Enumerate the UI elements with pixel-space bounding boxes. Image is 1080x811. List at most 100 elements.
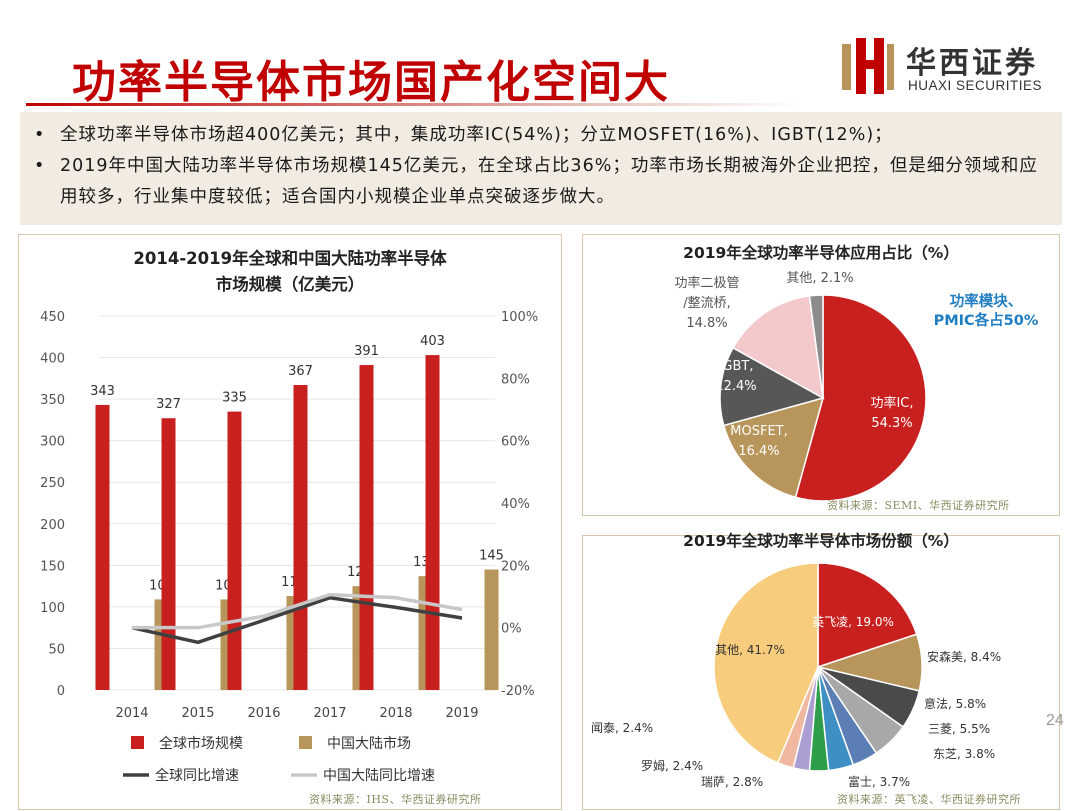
pie-slice-label: 罗姆, 2.4%	[641, 759, 703, 773]
line-全球同比增速	[131, 595, 463, 645]
y-tick-label: 50	[48, 642, 65, 657]
legend-label: 全球同比增速	[155, 767, 239, 784]
huaxi-logo-icon	[842, 38, 894, 94]
pie-slice-label: 16.4%	[738, 444, 779, 459]
bar-全球市场规模	[425, 355, 440, 690]
pie-slice-label: 功率IC,	[870, 395, 913, 411]
market-size-panel: 2014-2019年全球和中国大陆功率半导体 市场规模（亿美元） 0 50 100 1…	[18, 234, 562, 810]
y-tick-label: 450	[40, 310, 65, 325]
y-tick-label: 300	[40, 435, 65, 450]
y-tick-label: 150	[40, 559, 65, 574]
title-underline	[26, 103, 806, 106]
pie-slice-功率IC	[794, 294, 927, 502]
y2-tick-label: 80%	[501, 372, 530, 387]
legend-label: 中国大陆市场	[327, 735, 411, 752]
vendor-share-source: 资料来源：英飞凌、华西证券研究所	[837, 793, 1021, 806]
y-tick-label: 400	[40, 352, 65, 367]
pie-slice-label: 12.4%	[715, 379, 756, 394]
vendor-share-title: 2019年全球功率半导体市场份额（%）	[683, 532, 959, 550]
pie-slice-label: 其他, 2.1%	[786, 271, 853, 286]
pie-slice-label: 安森美, 8.4%	[927, 649, 1001, 664]
y-tick-label: 200	[40, 518, 65, 533]
x-tick-label: 2017	[313, 706, 346, 721]
y2-tick-label: -20%	[501, 684, 535, 699]
pie-slice-英飞凌	[817, 562, 918, 669]
y2-tick-label: 40%	[501, 497, 530, 512]
page-title: 功率半导体市场国产化空间大	[72, 57, 670, 108]
bar-value-label: 145	[479, 548, 504, 563]
bar-value-label: 367	[288, 364, 313, 379]
bar-value-label: 335	[222, 391, 247, 406]
application-share-title: 2019年全球功率半导体应用占比（%）	[683, 244, 959, 262]
market-size-title-line2: 市场规模（亿美元）	[215, 275, 365, 294]
bullet-item: • 全球功率半导体市场超400亿美元；其中，集成功率IC(54%)；分立MOSF…	[34, 120, 1048, 151]
bar-value-label: 343	[90, 384, 115, 399]
bar-全球市场规模	[95, 404, 110, 690]
y-tick-label: 250	[40, 476, 65, 491]
bullet-dot: •	[34, 156, 45, 176]
x-tick-label: 2019	[445, 706, 478, 721]
bar-value-label: 403	[420, 334, 445, 349]
market-size-source: 资料来源：IHS、华西证券研究所	[309, 793, 482, 806]
company-logo: 华西证券 HUAXI SECURITIES	[840, 36, 1070, 98]
y2-tick-label: 60%	[501, 435, 530, 450]
y2-tick-label: 20%	[501, 559, 530, 574]
y-tick-label: 0	[57, 684, 65, 699]
bar-value-label: 391	[354, 344, 379, 359]
x-tick-label: 2016	[247, 706, 280, 721]
market-size-title-line1: 2014-2019年全球和中国大陆功率半导体	[133, 249, 447, 268]
pie-slice-label: IGBT,	[719, 359, 754, 374]
y2-tick-label: 100%	[501, 310, 538, 325]
pie-slice-MOSFET	[722, 396, 825, 499]
pie-slice-label: 东芝, 3.8%	[933, 746, 995, 761]
bar-中国大陆市场	[484, 569, 499, 690]
pie-slice-label: MOSFET,	[730, 424, 787, 439]
bullet-item: • 2019年中国大陆功率半导体市场规模145亿美元，在全球占比36%；功率市场…	[34, 151, 1048, 213]
pie-slice-其他	[713, 562, 819, 764]
pie-slice-label: 瑞萨, 2.8%	[701, 775, 763, 789]
pie-slice-功率二极管/整流桥	[732, 295, 824, 400]
x-tick-label: 2014	[115, 706, 148, 721]
legend-swatch	[299, 736, 312, 749]
logo-english-name: HUAXI SECURITIES	[908, 78, 1043, 93]
vendor-share-pie: 英飞凌, 19.0% 安森美, 8.4% 意法, 5.8% 三菱, 5.5% 东芝, 3…	[591, 562, 1001, 789]
bullet-text: 2019年中国大陆功率半导体市场规模145亿美元，在全球占比36%；功率市场长期…	[60, 156, 1038, 207]
y-tick-label: 350	[40, 393, 65, 408]
callout-line: 功率模块、	[949, 294, 1023, 310]
application-share-pie: 功率IC, 54.3% MOSFET, 16.4% IGBT, 12.4% 功率二极管/整流…	[674, 271, 927, 502]
callout-line: PMIC各占50%	[933, 313, 1039, 329]
bar-全球市场规模	[161, 418, 176, 690]
application-callout: 功率模块、 PMIC各占50%	[911, 293, 1061, 331]
pie-slice-其他	[808, 294, 824, 399]
y2-tick-label: 0%	[501, 622, 522, 637]
x-tick-label: 2018	[379, 706, 412, 721]
logo-chinese-name: 华西证券	[906, 46, 1038, 81]
pie-slice-label: 功率二极管	[674, 275, 739, 291]
pie-slice-label: 三菱, 5.5%	[928, 722, 990, 736]
pie-slice-label: 54.3%	[871, 416, 912, 431]
line-中国大陆同比增速	[132, 592, 463, 630]
summary-box: • 全球功率半导体市场超400亿美元；其中，集成功率IC(54%)；分立MOSF…	[20, 112, 1062, 225]
legend-swatch	[131, 736, 144, 749]
pie-slice-label: 英飞凌, 19.0%	[812, 615, 894, 629]
bar-全球市场规模	[227, 411, 242, 690]
pie-slice-IGBT	[719, 346, 825, 427]
x-tick-label: 2015	[181, 706, 214, 721]
application-share-panel: 2019年全球功率半导体应用占比（%） 功率IC, 54.3% MOSFET, 16.…	[582, 234, 1060, 516]
market-size-chart: 0 50 100 150 200 250 300 350 400 450 -20% 0% 20% 40% 6…	[40, 310, 538, 784]
pie-slice-label: 富士, 3.7%	[848, 774, 910, 789]
bar-全球市场规模	[293, 384, 308, 690]
y-tick-label: 100	[40, 601, 65, 616]
application-share-source: 资料来源：SEMI、华西证券研究所	[827, 499, 1010, 512]
vendor-share-panel: 2019年全球功率半导体市场份额（%） 英飞凌, 19.0% 安森美, 8.4% 意…	[582, 532, 1060, 810]
bar-全球市场规模	[359, 365, 374, 690]
pie-slice-label: 意法, 5.8%	[924, 696, 986, 711]
legend-label: 中国大陆同比增速	[323, 768, 435, 784]
bullet-text: 全球功率半导体市场超400亿美元；其中，集成功率IC(54%)；分立MOSFET…	[60, 125, 893, 145]
pie-slice-label: 闻泰, 2.4%	[591, 721, 653, 735]
bullet-dot: •	[34, 125, 45, 145]
legend-label: 全球市场规模	[159, 735, 243, 752]
page-number: 24	[1046, 712, 1064, 729]
pie-slice-label: /整流桥,	[683, 296, 731, 311]
pie-slice-label: 14.8%	[686, 316, 727, 331]
